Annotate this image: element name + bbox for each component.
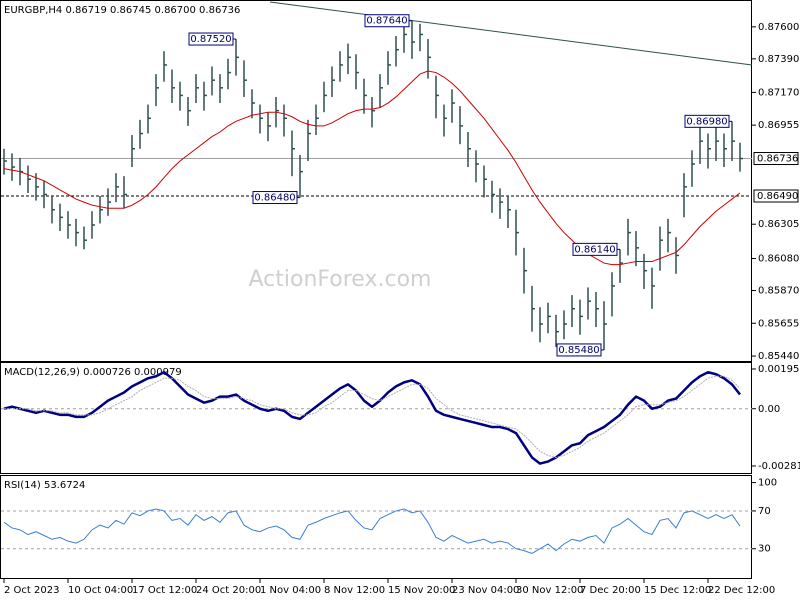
rsi-title: RSI(14) 53.6724 <box>4 480 85 491</box>
y-tick-label: -0.002818 <box>758 461 800 472</box>
y-tick-label: 0.00 <box>758 404 780 415</box>
macd-title: MACD(12,26,9) 0.000726 0.000979 <box>4 367 182 378</box>
x-tick-label: 23 Nov 04:00 <box>452 585 519 596</box>
macd-panel-frame <box>0 362 752 474</box>
y-tick-label: 0.85440 <box>758 351 799 362</box>
y-tick-label: 70 <box>758 506 771 517</box>
y-tick-label: 0.86305 <box>758 219 799 230</box>
y-tick-label: 100 <box>758 478 777 489</box>
y-tick-label: 0.87390 <box>758 54 799 65</box>
x-tick-label: 8 Nov 12:00 <box>324 585 385 596</box>
annotation-label: 0.87520 <box>190 34 231 45</box>
annotation-box <box>684 114 730 128</box>
price-level-label: 0.86490 <box>757 191 798 202</box>
x-tick-label: 7 Dec 20:00 <box>580 585 641 596</box>
y-tick-label: 0.87170 <box>758 87 799 98</box>
x-tick-label: 2 Oct 2023 <box>4 585 59 596</box>
annotation-label: 0.86480 <box>254 193 295 204</box>
x-tick-label: 15 Dec 12:00 <box>644 585 711 596</box>
annotation-box <box>572 242 618 256</box>
signal-line <box>4 375 741 459</box>
rsi-panel-frame <box>0 475 752 579</box>
y-tick-label: 0.87600 <box>758 22 799 33</box>
annotation-label: 0.86140 <box>574 244 615 255</box>
price-level-box <box>753 189 799 203</box>
macd-line <box>3 370 741 465</box>
watermark: ActionForex.com <box>249 267 432 292</box>
x-tick-label: 15 Nov 20:00 <box>388 585 455 596</box>
annotation-box <box>252 191 298 205</box>
y-tick-label: 0.001959 <box>758 364 800 375</box>
y-tick-label: 30 <box>758 544 771 555</box>
annotation-label: 0.85480 <box>558 345 599 356</box>
price-title: EURGBP,H4 0.86719 0.86745 0.86700 0.8673… <box>4 5 240 16</box>
rsi-line <box>3 508 741 554</box>
annotation-box <box>188 32 234 46</box>
price-level-box <box>753 152 799 166</box>
x-tick-label: 1 Nov 04:00 <box>260 585 321 596</box>
trend-line <box>269 1 753 66</box>
price-level-label: 0.86736 <box>757 154 798 165</box>
annotation-label: 0.87640 <box>366 16 407 27</box>
y-tick-label: 0.86955 <box>758 120 799 131</box>
y-tick-label: 0.86080 <box>758 253 799 264</box>
annotation-box <box>556 343 602 357</box>
x-tick-label: 24 Oct 20:00 <box>196 585 261 596</box>
x-tick-label: 22 Dec 12:00 <box>708 585 775 596</box>
y-tick-label: 0.85870 <box>758 286 799 297</box>
x-tick-label: 17 Oct 12:00 <box>132 585 197 596</box>
annotation-box <box>364 14 410 28</box>
y-tick-label: 0.85655 <box>758 318 799 329</box>
annotation-label: 0.86980 <box>686 116 727 127</box>
price-panel-frame <box>0 0 752 362</box>
moving-average <box>3 70 741 266</box>
x-tick-label: 10 Oct 04:00 <box>68 585 133 596</box>
x-tick-label: 30 Nov 12:00 <box>516 585 583 596</box>
